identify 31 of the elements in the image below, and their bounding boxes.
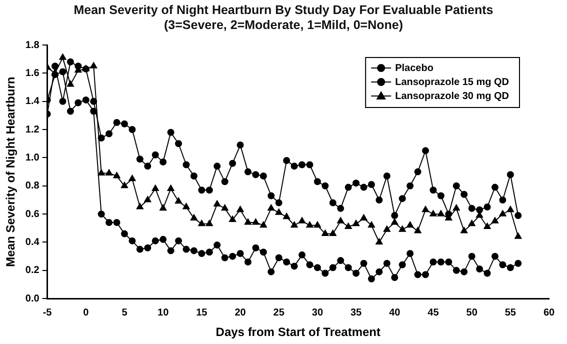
x-tick-label: 60 <box>543 307 555 318</box>
y-tick-label: 1.2 <box>25 124 40 136</box>
x-tick-label: 10 <box>158 307 170 318</box>
x-tick-label: -5 <box>42 307 52 318</box>
y-tick-label: 0.6 <box>25 208 40 220</box>
chart-subtitle: (3=Severe, 2=Moderate, 1=Mild, 0=None) <box>163 18 404 33</box>
x-tick-label: 15 <box>196 307 208 318</box>
x-tick-label: 30 <box>312 307 324 318</box>
x-tick-label: 20 <box>234 307 246 318</box>
y-tick-label: 0.0 <box>25 293 40 304</box>
y-tick-label: 0.4 <box>25 236 40 248</box>
legend-label: Lansoprazole 15 mg QD <box>395 76 510 88</box>
x-tick-label: 40 <box>389 307 401 318</box>
y-tick-label: 1.6 <box>25 68 40 79</box>
legend-label: Lansoprazole 30 mg QD <box>395 90 510 102</box>
y-tick-label: 0.8 <box>25 180 40 192</box>
y-axis-title: Mean Severity of Night Heartburn <box>4 76 18 267</box>
chart-title: Mean Severity of Night Heartburn By Study Day For Evaluable Patients <box>72 3 494 18</box>
y-tick-label: 1.8 <box>25 40 40 51</box>
x-tick-label: 35 <box>350 307 362 318</box>
y-tick-label: 1.4 <box>25 96 40 108</box>
x-tick-label: 45 <box>428 307 440 318</box>
x-tick-label: 55 <box>504 307 516 318</box>
x-tick-label: 50 <box>466 307 478 318</box>
x-tick-label: 0 <box>83 307 90 318</box>
x-tick-label: 25 <box>273 307 285 318</box>
y-tick-label: 0.2 <box>25 265 40 276</box>
y-tick-label: 1.0 <box>25 152 40 164</box>
legend-label: Placebo <box>395 62 434 74</box>
x-tick-label: 5 <box>122 307 128 318</box>
x-axis-title: Days from Start of Treatment <box>216 325 381 340</box>
